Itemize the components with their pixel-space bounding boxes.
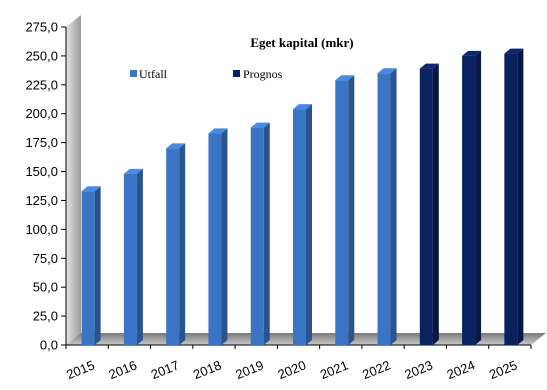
bars-layer xyxy=(81,48,524,346)
chart-title: Eget kapital (mkr) xyxy=(250,35,353,50)
bar-top xyxy=(504,48,524,54)
y-tick-label: 225,0 xyxy=(25,77,58,92)
bar-front xyxy=(377,73,391,345)
bar-2021 xyxy=(335,75,355,346)
y-tick-label: 250,0 xyxy=(25,48,58,63)
bar-2019 xyxy=(250,122,270,345)
bar-side xyxy=(221,128,228,345)
x-tick-label: 2019 xyxy=(233,357,265,382)
y-tick-label: 275,0 xyxy=(25,20,58,35)
bar-front xyxy=(208,133,222,345)
bar-side xyxy=(390,68,397,345)
x-tick-label: 2023 xyxy=(402,357,434,382)
bar-top xyxy=(419,63,439,69)
bar-2022 xyxy=(377,68,397,345)
bar-top xyxy=(293,104,312,110)
bar-top xyxy=(462,50,482,56)
y-tick-label: 150,0 xyxy=(25,164,58,179)
bar-2025 xyxy=(504,48,524,345)
x-tick-label: 2022 xyxy=(360,357,392,382)
legend-swatch-prognos xyxy=(233,70,240,77)
bar-side xyxy=(517,48,524,345)
y-tick-label: 175,0 xyxy=(25,135,58,150)
legend-label-prognos: Prognos xyxy=(243,67,283,81)
bar-front xyxy=(335,80,349,346)
bar-top xyxy=(123,168,143,174)
y-tick-label: 200,0 xyxy=(25,106,58,121)
y-tick-label: 50,0 xyxy=(33,280,58,295)
bar-front xyxy=(419,68,433,345)
bar-top xyxy=(250,122,270,128)
y-tick-label: 100,0 xyxy=(25,222,58,237)
bar-front xyxy=(250,127,264,345)
bar-front xyxy=(293,109,306,345)
y-tick-label: 75,0 xyxy=(33,251,58,266)
bar-2017 xyxy=(166,143,186,345)
bar-front xyxy=(81,191,95,345)
x-tick-label: 2018 xyxy=(191,357,223,382)
bar-top xyxy=(81,186,101,192)
bar-2015 xyxy=(81,186,101,345)
side-wall xyxy=(66,15,81,345)
x-tick-label: 2020 xyxy=(276,357,308,382)
bar-side xyxy=(348,75,355,346)
bar-side xyxy=(94,186,101,345)
bar-front xyxy=(166,148,180,345)
bar-2024 xyxy=(462,50,482,346)
bar-side xyxy=(263,122,270,345)
bar-side xyxy=(306,104,312,345)
bar-side xyxy=(432,63,439,345)
bar-top xyxy=(335,75,355,81)
bar-front xyxy=(123,173,137,345)
x-tick-label: 2016 xyxy=(107,357,139,382)
bar-2018 xyxy=(208,128,228,345)
bar-2023 xyxy=(419,63,439,345)
legend-swatch-utfall xyxy=(130,70,137,77)
x-tick-label: 2021 xyxy=(318,357,350,382)
x-tick-label: 2015 xyxy=(64,357,96,382)
x-tick-label: 2017 xyxy=(149,357,181,382)
y-tick-label: 25,0 xyxy=(33,309,58,324)
bar-top xyxy=(377,68,397,74)
bar-2016 xyxy=(123,168,143,345)
y-tick-label: 125,0 xyxy=(25,193,58,208)
x-tick-label: 2025 xyxy=(487,357,519,382)
bar-side xyxy=(179,143,186,345)
bar-side xyxy=(136,168,143,345)
labels-layer: Eget kapital (mkr) Utfall Prognos xyxy=(130,35,354,81)
bar-side xyxy=(475,50,482,346)
legend-label-utfall: Utfall xyxy=(139,67,168,81)
x-tick-label: 2024 xyxy=(445,357,477,382)
bar-top xyxy=(208,128,228,134)
bar-2020 xyxy=(293,104,312,345)
bar-front xyxy=(462,55,476,346)
bar-front xyxy=(504,53,518,345)
y-tick-label: 0,0 xyxy=(40,338,58,353)
bar-top xyxy=(166,143,186,149)
